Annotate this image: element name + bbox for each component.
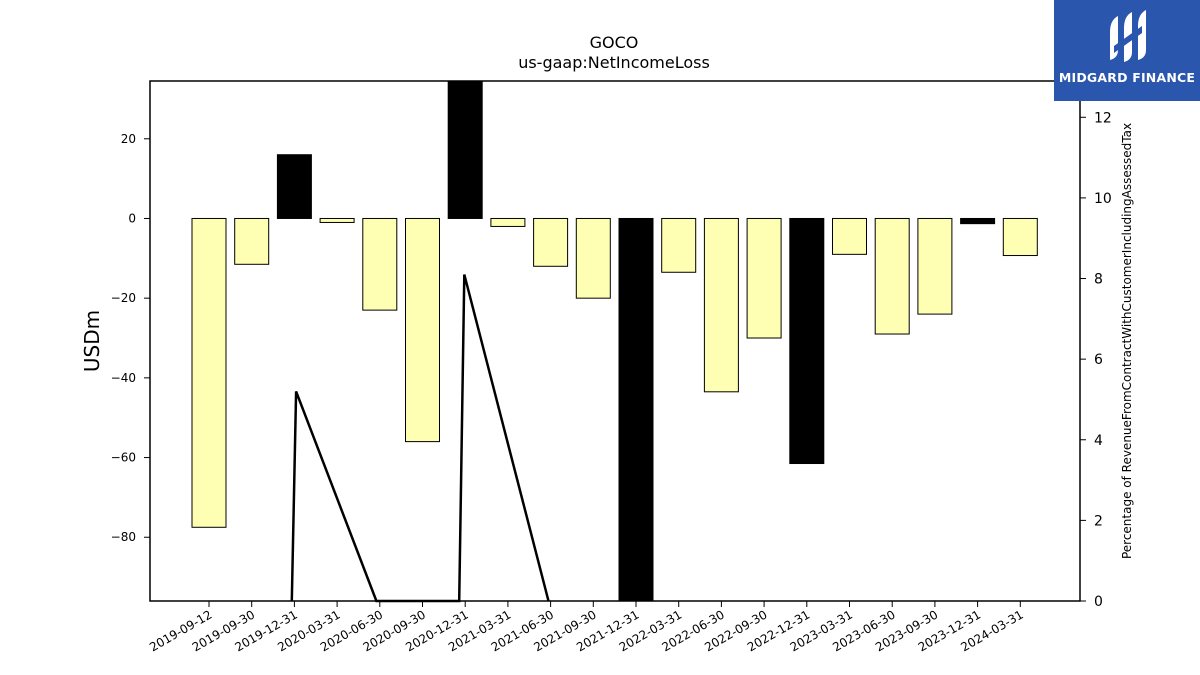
bars-group [191, 80, 1038, 602]
bar-2020-09-30 [405, 217, 440, 443]
bar-2021-12-31 [618, 217, 654, 602]
bar-2020-06-30 [362, 217, 398, 311]
y2-tick-label: 8 [1094, 272, 1103, 288]
y2-tick-label: 4 [1094, 433, 1103, 449]
bar-2021-09-30 [575, 217, 611, 299]
bar-2021-06-30 [533, 217, 569, 267]
y2-tick-label: 12 [1094, 110, 1112, 126]
bar-2019-09-12 [191, 217, 227, 528]
y2-tick-label: 6 [1094, 352, 1103, 368]
bar-2023-03-31 [832, 217, 867, 255]
bar-2022-09-30 [746, 217, 782, 339]
bar-2023-09-30 [917, 217, 953, 315]
y-axis: −80 −60 −40 −20 0 20 [111, 132, 150, 544]
bar-2022-03-31 [661, 217, 697, 273]
y-axis-label: USDm [80, 310, 104, 372]
bar-2023-06-30 [874, 217, 910, 335]
y2-tick-label: 0 [1094, 594, 1103, 610]
x-axis: 2019-09-122019-09-302019-12-312020-03-31… [147, 601, 1026, 654]
bar-2021-03-31 [490, 217, 526, 227]
brand-logo: MIDGARD FINANCE [1054, 0, 1200, 101]
bar-2019-12-31 [276, 154, 312, 219]
y2-tick-label: 10 [1094, 191, 1112, 207]
y-tick-label: −80 [111, 530, 136, 544]
y-tick-label: −20 [111, 291, 136, 305]
y-tick-label: −60 [111, 451, 136, 465]
y2-axis-label: Percentage of RevenueFromContractWithCus… [1120, 123, 1134, 559]
bar-2024-03-31 [1002, 217, 1038, 257]
chart-subtitle: us-gaap:NetIncomeLoss [518, 53, 710, 72]
plot-frame [149, 80, 1081, 602]
y-tick-label: −40 [111, 371, 136, 385]
y2-axis: 0 2 4 6 8 10 12 [1080, 110, 1112, 610]
bar-2023-12-31 [960, 217, 996, 225]
bar-2019-09-30 [234, 217, 270, 265]
bar-2020-12-31 [447, 80, 483, 219]
logo-mark-icon [1110, 10, 1146, 62]
bar-2022-12-31 [789, 217, 825, 465]
bar-2022-06-30 [703, 217, 739, 393]
y2-tick-label: 2 [1094, 513, 1103, 529]
y-tick-label: 0 [128, 211, 136, 225]
y-tick-label: 20 [121, 132, 136, 146]
logo-text: MIDGARD FINANCE [1058, 70, 1196, 85]
bar-2020-03-31 [319, 217, 355, 223]
chart-title: GOCO [590, 33, 639, 52]
